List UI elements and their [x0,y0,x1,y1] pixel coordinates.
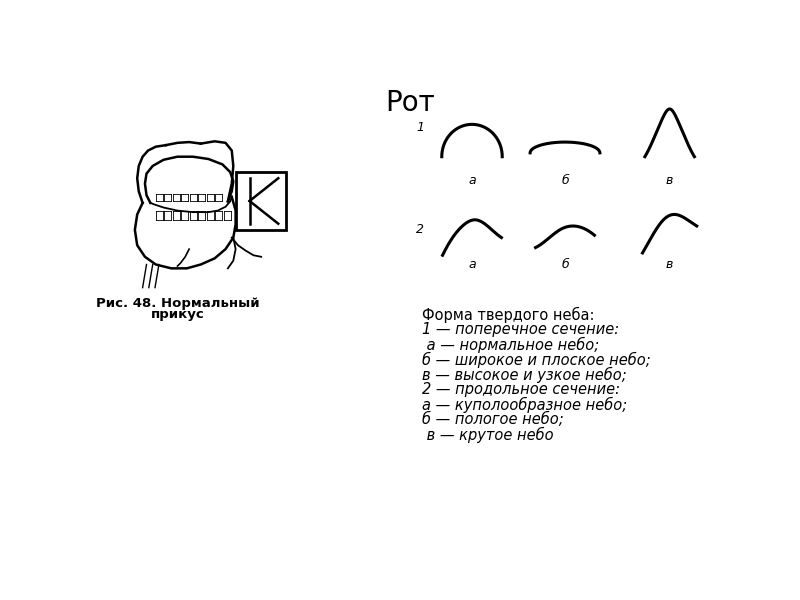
Text: 1: 1 [416,121,424,134]
Text: а — куполообразное небо;: а — куполообразное небо; [422,397,626,413]
Text: 2: 2 [416,223,424,236]
Text: а — нормальное небо;: а — нормальное небо; [422,337,598,353]
Text: в — высокое и узкое небо;: в — высокое и узкое небо; [422,367,626,383]
Text: б: б [561,173,569,187]
Text: б — пологое небо;: б — пологое небо; [422,412,563,427]
Text: Форма твердого неба:: Форма твердого неба: [422,307,594,323]
Bar [236,172,286,230]
Text: 2 — продольное сечение:: 2 — продольное сечение: [422,382,620,397]
Text: а: а [468,259,476,271]
Text: в: в [666,259,674,271]
Text: в — крутое небо: в — крутое небо [422,427,554,443]
Text: б — широкое и плоское небо;: б — широкое и плоское небо; [422,352,650,368]
Text: Рот: Рот [385,89,435,117]
Text: а: а [468,173,476,187]
Text: 1 — поперечное сечение:: 1 — поперечное сечение: [422,322,618,337]
Text: в: в [666,173,674,187]
Text: прикус: прикус [150,308,204,322]
Text: Рис. 48. Нормальный: Рис. 48. Нормальный [96,297,259,310]
Text: б: б [561,259,569,271]
